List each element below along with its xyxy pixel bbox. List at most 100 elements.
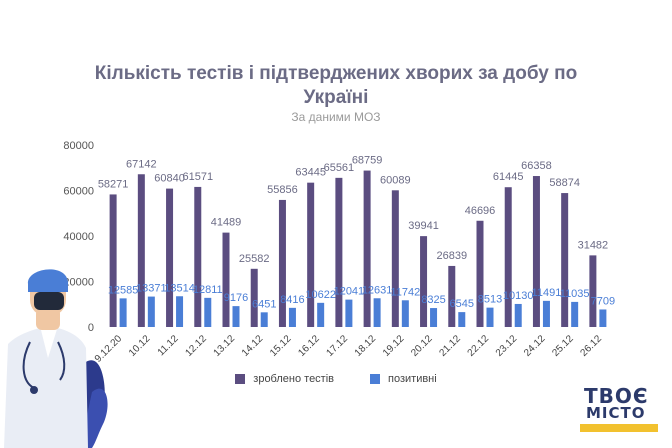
data-label-positive: 8325: [421, 294, 445, 306]
legend-label-positive: позитивні: [388, 373, 437, 385]
bar-tests: [476, 220, 484, 327]
bar-tests: [194, 186, 202, 327]
data-label-positive: 10622: [305, 289, 336, 301]
data-label-tests: 25582: [239, 253, 270, 265]
data-label-tests: 55856: [267, 184, 298, 196]
data-label-positive: 11491: [532, 287, 562, 299]
x-tick-label: 15.12: [268, 333, 294, 359]
legend-item-tests[interactable]: зроблено тестів: [235, 373, 334, 385]
bar-tests: [307, 182, 315, 327]
x-tick-label: 10.12: [127, 333, 153, 359]
x-tick-label: 16.12: [296, 333, 322, 359]
data-label-tests: 63445: [295, 167, 326, 179]
y-tick-label: 80000: [63, 140, 94, 152]
logo-line1: ТВОЄ: [584, 384, 649, 408]
data-label-positive: 13514: [164, 282, 195, 294]
data-label-positive: 10130: [503, 290, 534, 302]
data-label-tests: 41489: [211, 217, 242, 229]
y-tick-label: 40000: [63, 231, 94, 243]
bar-tests: [448, 265, 456, 327]
data-label-tests: 58271: [98, 178, 129, 190]
bar-positive: [514, 303, 522, 327]
x-tick-label: 25.12: [550, 333, 576, 359]
legend: зроблено тестів позитивні: [0, 373, 672, 385]
data-label-tests: 58874: [549, 177, 580, 189]
legend-swatch-tests: [235, 374, 246, 384]
bar-tests: [532, 176, 540, 327]
data-label-positive: 13371: [136, 283, 167, 295]
bar-positive: [571, 301, 579, 327]
data-label-tests: 66358: [521, 160, 552, 172]
legend-label-tests: зроблено тестів: [253, 373, 335, 385]
data-label-positive: 9176: [224, 292, 248, 304]
data-label-tests: 68759: [352, 155, 383, 167]
bar-positive: [204, 297, 212, 327]
bar-positive: [317, 302, 325, 327]
data-label-positive: 12631: [362, 284, 393, 296]
data-label-tests: 39941: [408, 220, 439, 232]
data-label-positive: 8416: [280, 294, 304, 306]
bar-tests: [561, 193, 569, 327]
x-tick-label: 13.12: [212, 333, 238, 359]
bar-positive: [401, 300, 409, 327]
data-label-positive: 11742: [390, 286, 420, 298]
logo-line2: МІСТО: [586, 404, 646, 422]
bar-tests: [222, 232, 230, 327]
x-tick-label: 23.12: [494, 333, 520, 359]
chart-title-line2: Україні: [303, 87, 369, 108]
x-tick-label: 26.12: [579, 333, 605, 359]
data-label-positive: 6545: [450, 298, 474, 310]
data-label-tests: 65561: [324, 162, 355, 174]
bar-positive: [458, 312, 466, 327]
bar-positive: [119, 298, 127, 327]
bar-positive: [147, 296, 155, 327]
data-label-tests: 60840: [154, 173, 185, 185]
bar-tests: [391, 190, 399, 327]
y-tick-label: 0: [88, 322, 94, 334]
data-label-positive: 7709: [591, 295, 615, 307]
bar-tests: [363, 170, 371, 327]
x-tick-label: 24.12: [522, 333, 548, 359]
data-label-positive: 11035: [560, 288, 590, 300]
bar-tests: [278, 199, 286, 327]
bar-tests: [504, 187, 512, 327]
x-tick-label: 14.12: [240, 333, 266, 359]
brand-logo: ТВОЄ МІСТО: [574, 382, 664, 440]
bar-positive: [486, 307, 494, 327]
x-tick-label: 22.12: [466, 333, 492, 359]
data-label-positive: 6451: [252, 298, 276, 310]
x-tick-label: 17.12: [325, 333, 351, 359]
chart-title-line1: Кількість тестів і підтверджених хворих …: [94, 63, 578, 84]
data-label-positive: 12041: [334, 286, 365, 298]
bar-positive: [599, 309, 607, 327]
data-label-tests: 61571: [182, 171, 213, 183]
data-label-tests: 67142: [126, 158, 157, 170]
data-label-tests: 26839: [436, 250, 467, 262]
data-label-positive: 8513: [478, 294, 502, 306]
bar-tests: [420, 236, 428, 327]
legend-item-positive[interactable]: позитивні: [370, 373, 437, 385]
x-tick-label: 19.12: [381, 333, 407, 359]
bar-tests: [137, 174, 145, 327]
data-label-tests: 61445: [493, 171, 524, 183]
data-label-tests: 46696: [465, 205, 496, 217]
x-tick-label: 18.12: [353, 333, 379, 359]
doctor-illustration: [4, 269, 108, 448]
bar-positive: [542, 300, 550, 327]
logo-stripe: [580, 424, 658, 432]
x-tick-label: 11.12: [156, 333, 181, 358]
chart-subtitle: За даними МОЗ: [291, 110, 381, 124]
y-tick-label: 60000: [63, 186, 94, 198]
x-tick-label: 12.12: [183, 333, 209, 359]
x-tick-label: 21.12: [437, 333, 463, 359]
bar-positive: [176, 296, 184, 327]
bar-positive: [260, 312, 268, 327]
x-tick-label: 20.12: [409, 333, 435, 359]
bar-tests: [335, 177, 343, 327]
data-label-tests: 60089: [380, 174, 411, 186]
bar-positive: [232, 306, 240, 327]
bar-positive: [345, 299, 353, 327]
bar-positive: [430, 308, 438, 327]
data-label-positive: 12811: [193, 284, 223, 296]
y-tick-label: 20000: [63, 277, 94, 289]
